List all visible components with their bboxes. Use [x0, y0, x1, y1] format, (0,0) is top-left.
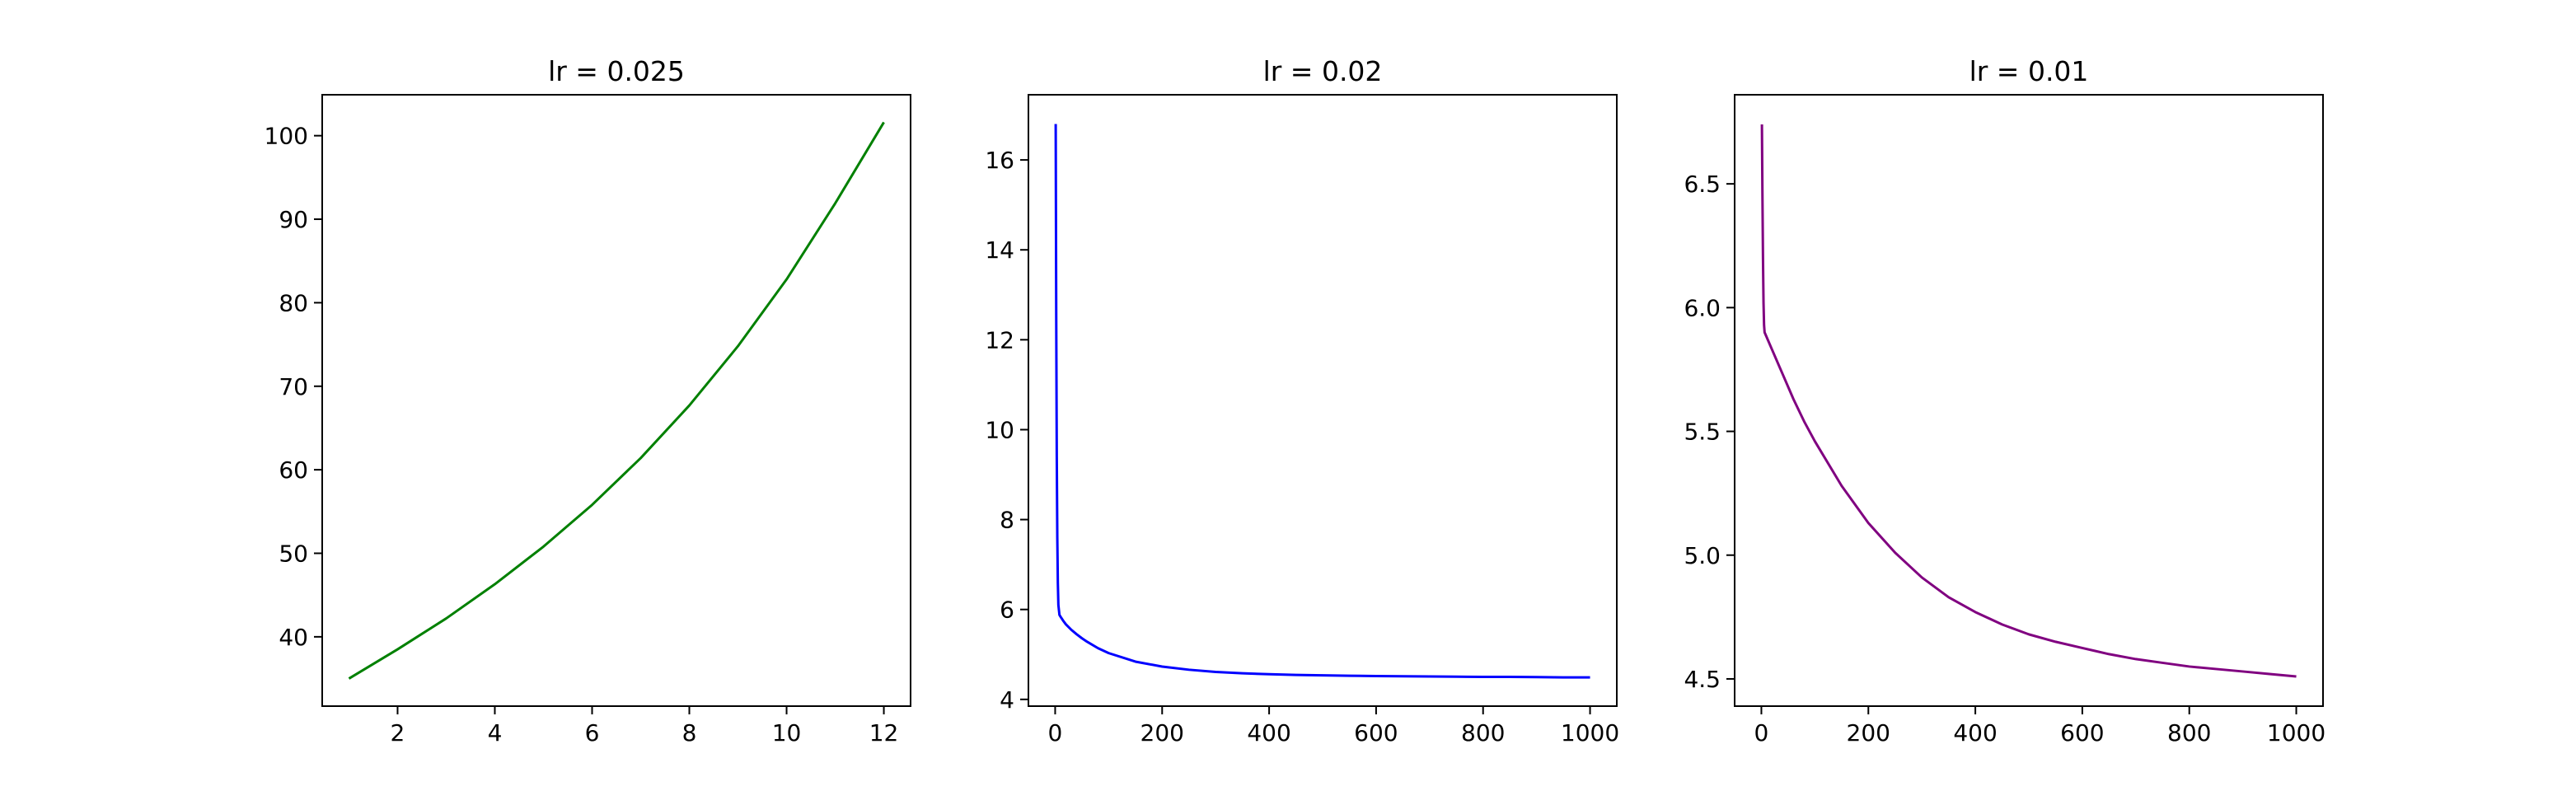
subplot-1-y-tick-label: 100: [265, 123, 308, 150]
subplot-1-y-tick-label: 40: [279, 624, 308, 651]
subplot-3-x-tick-label: 200: [1847, 719, 1890, 747]
subplot-2-x-tick-label: 800: [1461, 719, 1505, 747]
subplot-3-x-tick-label: 800: [2167, 719, 2211, 747]
subplot-3-x-tick-label: 1000: [2267, 719, 2325, 747]
subplot-1-y-tick-label: 60: [279, 456, 308, 484]
subplot-3-series: [1760, 124, 2297, 678]
subplot-1-frame: [321, 94, 911, 707]
subplot-1-x-tick-label: 2: [391, 719, 405, 747]
subplot-2-x-tick-label: 0: [1048, 719, 1063, 747]
subplot-3-y-tick-label: 6.0: [1684, 294, 1721, 321]
subplot-1-y-tick-label: 70: [279, 373, 308, 400]
subplot-3-frame: [1734, 94, 2324, 707]
subplot-2-title: lr = 0.02: [1263, 55, 1383, 87]
subplot-2-y-tick-label: 10: [985, 416, 1014, 443]
subplot-2-y-tick-label: 8: [1000, 507, 1014, 534]
subplot-1-x-tick-label: 4: [488, 719, 503, 747]
subplot-2-y-tick-label: 14: [985, 236, 1014, 264]
subplot-1-y-tick-label: 50: [279, 541, 308, 568]
subplot-2: lr = 0.02 0 200 400 600 800 1000 4 6 8 10 12 14 16: [985, 55, 1619, 747]
subplot-3-x-tick-label: 600: [2060, 719, 2104, 747]
subplot-1-y-tick-label: 80: [279, 289, 308, 316]
subplot-2-x-tick-label: 400: [1247, 719, 1290, 747]
subplot-2-y-tick-label: 6: [1000, 597, 1014, 624]
subplot-3-x-tick-label: 400: [1953, 719, 1997, 747]
subplot-2-x-tick-label: 600: [1354, 719, 1398, 747]
subplot-1-x-tick-label: 10: [772, 719, 802, 747]
subplot-1-series: [348, 121, 885, 680]
subplot-2-series-line-1: [1054, 124, 1590, 679]
subplot-2-x-tick-label: 1000: [1561, 719, 1619, 747]
subplot-2-ticks: 0 200 400 600 800 1000 4 6 8 10 12 14 16: [985, 147, 1619, 747]
subplot-3-ticks: 0 200 400 600 800 1000 4.5 5.0 5.5 6.0 6.5: [1684, 171, 2325, 747]
subplot-3-y-tick-label: 5.0: [1684, 542, 1721, 569]
subplot-1-x-tick-label: 8: [682, 719, 697, 747]
subplot-2-y-tick-label: 16: [985, 147, 1014, 174]
subplot-1-x-tick-label: 6: [585, 719, 600, 747]
subplot-3-y-tick-label: 4.5: [1684, 666, 1721, 693]
subplot-2-y-tick-label: 4: [1000, 686, 1014, 714]
subplot-1-title: lr = 0.025: [548, 55, 685, 87]
subplot-3-y-tick-label: 6.5: [1684, 171, 1721, 198]
subplot-2-series: [1054, 124, 1590, 679]
subplot-3-title: lr = 0.01: [1969, 55, 2089, 87]
subplot-1-series-line-1: [348, 121, 885, 680]
subplot-1: lr = 0.025 2 4 6 8 10 12 40 50 60 70 80 90 100: [265, 55, 911, 747]
subplot-3-series-line-1: [1760, 124, 2297, 678]
subplot-1-ticks: 2 4 6 8 10 12 40 50 60 70 80 90 100: [265, 123, 899, 747]
subplot-1-y-tick-label: 90: [279, 206, 308, 233]
subplot-2-y-tick-label: 12: [985, 326, 1014, 353]
subplot-3-y-tick-label: 5.5: [1684, 419, 1721, 446]
subplot-1-x-tick-label: 12: [869, 719, 899, 747]
subplot-3-x-tick-label: 0: [1754, 719, 1769, 747]
subplot-2-x-tick-label: 200: [1140, 719, 1184, 747]
subplot-2-frame: [1028, 94, 1618, 707]
subplot-3: lr = 0.01 0 200 400 600 800 1000 4.5 5.0 5.5 6.0 6…: [1684, 55, 2325, 747]
